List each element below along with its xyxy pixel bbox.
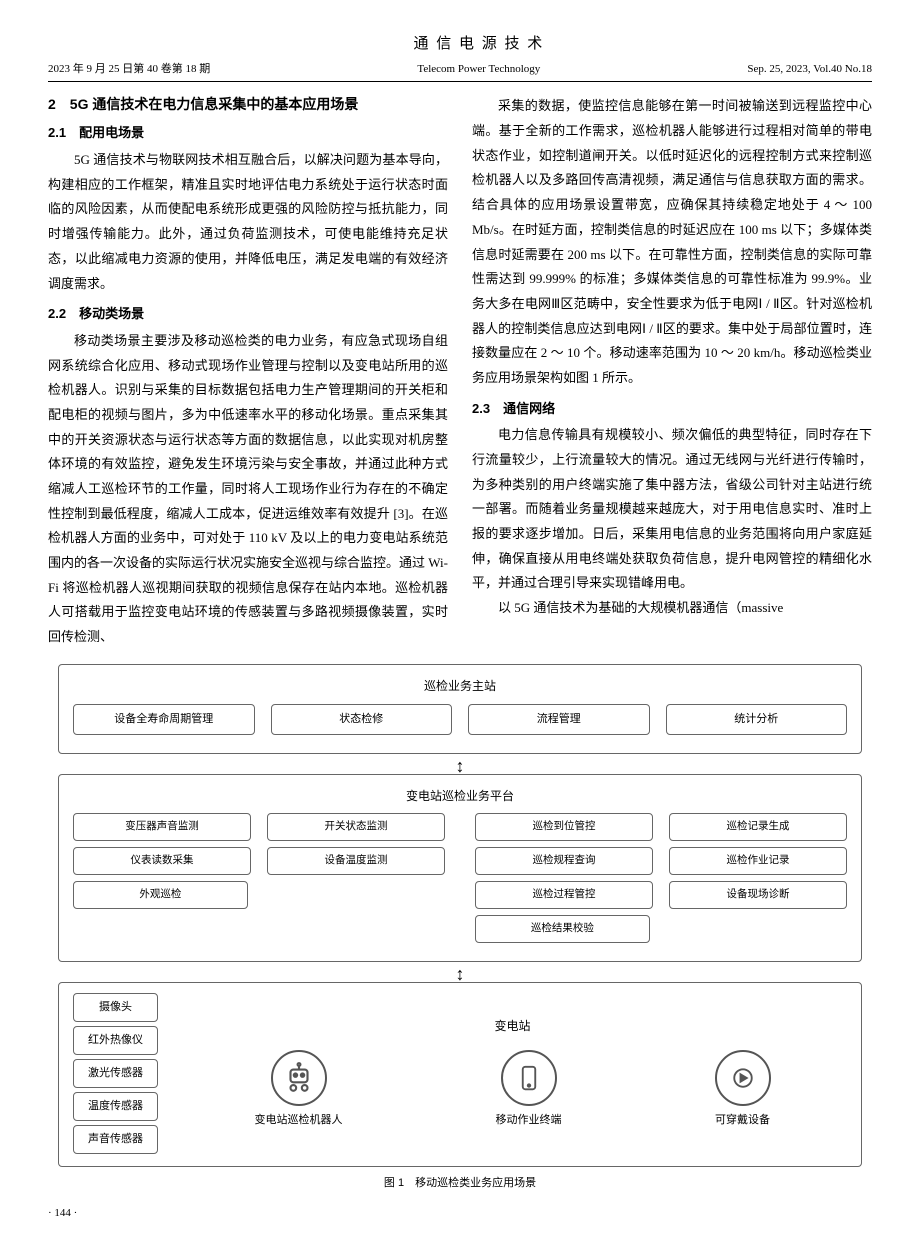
device-wearable: 可穿戴设备 (715, 1050, 771, 1131)
wearable-icon (715, 1050, 771, 1106)
device-robot: 变电站巡检机器人 (255, 1050, 343, 1131)
tier-1-row: 设备全寿命周期管理 状态检修 流程管理 统计分析 (73, 704, 847, 735)
device-terminal-label: 移动作业终端 (496, 1110, 562, 1131)
figure-1: 巡检业务主站 设备全寿命周期管理 状态检修 流程管理 统计分析 ↕ 变电站巡检业… (48, 664, 872, 1194)
tier1-box-0: 设备全寿命周期管理 (73, 704, 255, 735)
tier1-box-2: 流程管理 (468, 704, 650, 735)
t2l-20: 外观巡检 (73, 881, 248, 909)
section-2-title: 2 5G 通信技术在电力信息采集中的基本应用场景 (48, 94, 448, 115)
body-columns: 2 5G 通信技术在电力信息采集中的基本应用场景 2.1 配用电场景 5G 通信… (48, 94, 872, 649)
sensor-0: 摄像头 (73, 993, 158, 1022)
t2l-10: 仪表读数采集 (73, 847, 251, 875)
t2r-10: 巡检规程查询 (475, 847, 653, 875)
t2l-11: 设备温度监测 (267, 847, 445, 875)
t2l-01: 开关状态监测 (267, 813, 445, 841)
tier2-right: 巡检到位管控 巡检记录生成 巡检规程查询 巡检作业记录 巡检过程管控 设备现场诊… (475, 813, 847, 949)
device-robot-label: 变电站巡检机器人 (255, 1110, 343, 1131)
sensor-stack: 摄像头 红外热像仪 激光传感器 温度传感器 声音传感器 (73, 993, 158, 1153)
tier3-center: 变电站 (178, 1015, 847, 1131)
section-2-2-para: 移动类场景主要涉及移动巡检类的电力业务，有应急式现场自组网系统综合化应用、移动式… (48, 329, 448, 650)
tier1-box-1: 状态检修 (271, 704, 453, 735)
section-2-3-para1: 电力信息传输具有规模较小、频次偏低的典型特征，同时存在下行流量较少，上行流量较大… (472, 423, 872, 596)
sensor-4: 声音传感器 (73, 1125, 158, 1154)
column-left: 2 5G 通信技术在电力信息采集中的基本应用场景 2.1 配用电场景 5G 通信… (48, 94, 448, 649)
sensor-3: 温度传感器 (73, 1092, 158, 1121)
page-header: 2023 年 9 月 25 日第 40 卷第 18 期 通 信 电 源 技 术 … (48, 30, 872, 82)
sensor-1: 红外热像仪 (73, 1026, 158, 1055)
section-2-3-title: 2.3 通信网络 (472, 397, 872, 422)
t2r-00: 巡检到位管控 (475, 813, 653, 841)
tier-1-title: 巡检业务主站 (73, 675, 847, 698)
tier-3: 摄像头 红外热像仪 激光传感器 温度传感器 声音传感器 变电站 (58, 982, 862, 1166)
col2-para1: 采集的数据，使监控信息能够在第一时间被输送到远程监控中心端。基于全新的工作需求，… (472, 94, 872, 390)
robot-icon (271, 1050, 327, 1106)
section-2-3-para2: 以 5G 通信技术为基础的大规模机器通信（massive (472, 596, 872, 621)
section-2-1-title: 2.1 配用电场景 (48, 121, 448, 146)
arrow-2: ↕ (58, 968, 862, 980)
tier-1: 巡检业务主站 设备全寿命周期管理 状态检修 流程管理 统计分析 (58, 664, 862, 754)
t2r-11: 巡检作业记录 (669, 847, 847, 875)
sensor-2: 激光传感器 (73, 1059, 158, 1088)
terminal-icon (501, 1050, 557, 1106)
device-terminal: 移动作业终端 (496, 1050, 562, 1131)
t2r-01: 巡检记录生成 (669, 813, 847, 841)
page-number: · 144 · (48, 1203, 872, 1224)
figure-caption: 图 1 移动巡检类业务应用场景 (58, 1173, 862, 1194)
t2l-00: 变压器声音监测 (73, 813, 251, 841)
device-wearable-label: 可穿戴设备 (715, 1110, 771, 1131)
tier-3-title: 变电站 (178, 1015, 847, 1038)
tier-2: 变电站巡检业务平台 变压器声音监测 开关状态监测 仪表读数采集 设备温度监测 外… (58, 774, 862, 963)
journal-title-cn: 通 信 电 源 技 术 (210, 30, 747, 59)
t2r-21: 设备现场诊断 (669, 881, 847, 909)
header-right: Sep. 25, 2023, Vol.40 No.18 (747, 59, 872, 80)
column-right: 采集的数据，使监控信息能够在第一时间被输送到远程监控中心端。基于全新的工作需求，… (472, 94, 872, 649)
section-2-1-para: 5G 通信技术与物联网技术相互融合后，以解决问题为基本导向，构建相应的工作框架，… (48, 148, 448, 296)
tier1-box-3: 统计分析 (666, 704, 848, 735)
header-left: 2023 年 9 月 25 日第 40 卷第 18 期 (48, 59, 210, 80)
section-2-2-title: 2.2 移动类场景 (48, 302, 448, 327)
header-center: 通 信 电 源 技 术 Telecom Power Technology (210, 30, 747, 79)
t2r-20: 巡检过程管控 (475, 881, 653, 909)
tier2-left: 变压器声音监测 开关状态监测 仪表读数采集 设备温度监测 外观巡检 (73, 813, 445, 949)
arrow-1: ↕ (58, 760, 862, 772)
t2r-30: 巡检结果校验 (475, 915, 650, 943)
journal-title-en: Telecom Power Technology (210, 59, 747, 80)
tier-2-title: 变电站巡检业务平台 (73, 785, 847, 808)
